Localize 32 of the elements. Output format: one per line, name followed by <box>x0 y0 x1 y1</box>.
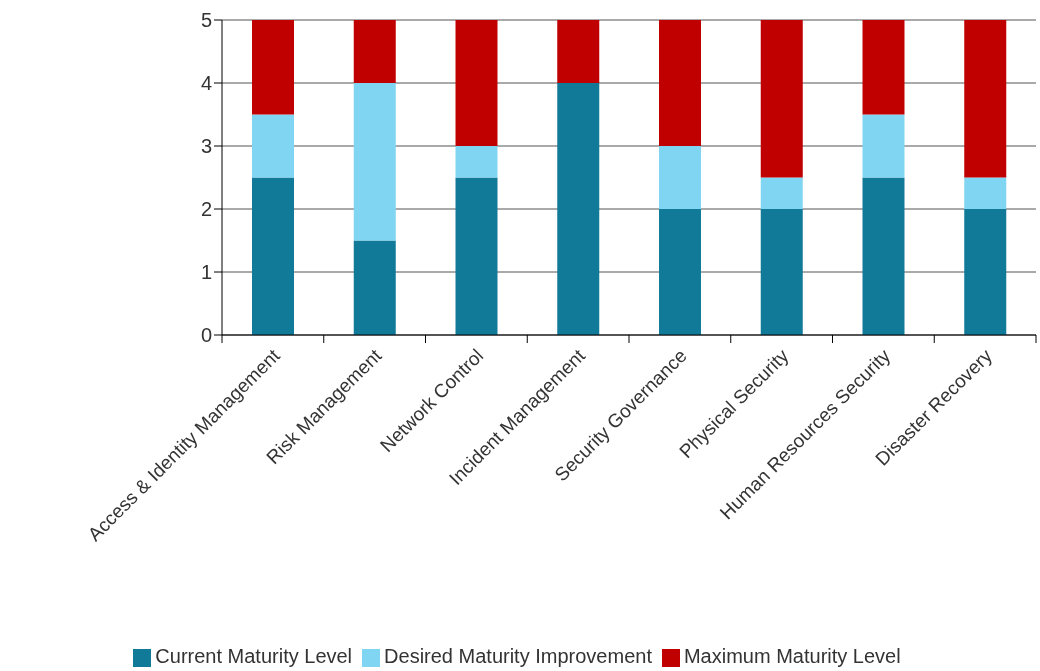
bar <box>760 20 803 178</box>
bar <box>964 177 1007 209</box>
bar <box>862 114 905 178</box>
bar <box>353 20 396 83</box>
bar <box>252 114 294 178</box>
y-tick-label: 4 <box>200 72 212 95</box>
legend-label: Current Maturity Level <box>155 645 353 667</box>
bar <box>964 209 1007 335</box>
bar <box>455 177 498 335</box>
bar <box>353 240 396 335</box>
bar <box>760 177 803 209</box>
bar <box>659 146 701 209</box>
bar <box>252 177 294 335</box>
bar <box>353 83 396 241</box>
bar <box>557 83 600 335</box>
y-tick-label: 0 <box>200 324 212 347</box>
bar <box>252 20 294 115</box>
y-tick-label: 2 <box>200 198 212 221</box>
bar <box>659 209 701 335</box>
bar <box>659 20 701 146</box>
bar <box>455 20 498 146</box>
legend-label: Desired Maturity Improvement <box>384 645 652 667</box>
y-tick-label: 5 <box>200 9 212 32</box>
y-tick-label: 1 <box>200 261 212 284</box>
bar <box>455 146 498 178</box>
bar <box>862 20 905 115</box>
bar <box>862 177 905 335</box>
bar <box>964 20 1007 178</box>
legend-label: Maximum Maturity Level <box>683 645 901 667</box>
bar <box>760 209 803 335</box>
y-tick-label: 3 <box>200 135 212 158</box>
bar <box>557 20 600 83</box>
